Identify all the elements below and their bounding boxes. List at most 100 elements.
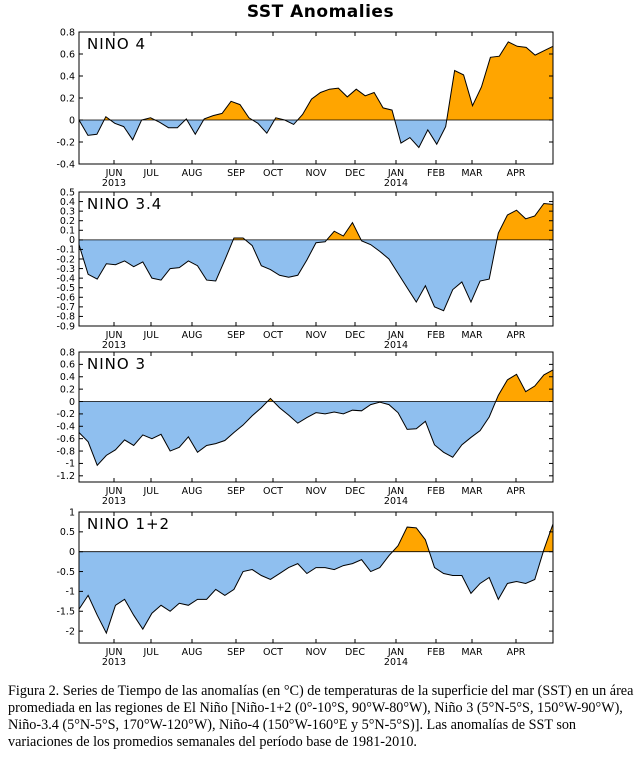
x-tick-label: MAR [461, 647, 483, 658]
y-tick-label: -2 [66, 626, 75, 637]
year-label: 2014 [384, 340, 408, 351]
x-tick-label: NOV [306, 168, 327, 179]
x-tick-label: JUL [142, 486, 159, 497]
y-tick-label: 0.4 [60, 71, 75, 82]
figure-caption: Figura 2. Series de Tiempo de las anomal… [8, 683, 634, 750]
panel-nino-1-2: -2 -1.5 -1 -0.5 0 0.5 1 JUN JUL AUG SEP OCT NOV DEC JA… [56, 507, 554, 668]
x-tick-label: APR [507, 647, 526, 658]
y-tick-label: 1 [69, 507, 75, 518]
x-tick-label: APR [507, 168, 526, 179]
year-label: 2013 [102, 178, 126, 189]
x-tick-label: JAN [387, 168, 404, 179]
y-tick-label: 0.2 [60, 384, 75, 395]
year-label: 2014 [384, 178, 408, 189]
y-tick-label: 0.5 [60, 187, 75, 198]
positive-anomaly-fill [392, 523, 553, 552]
x-tick-label: NOV [306, 330, 327, 341]
x-tick-label: JUN [105, 330, 123, 341]
y-tick-label: 0 [69, 397, 75, 408]
x-tick-label: DEC [345, 330, 365, 341]
negative-anomaly-fill [79, 120, 553, 148]
y-tick-label: -0.1 [56, 245, 75, 256]
y-tick-label: 0.8 [60, 27, 75, 38]
x-tick-label: OCT [263, 647, 283, 658]
year-label: 2013 [102, 657, 126, 668]
x-tick-label: AUG [182, 486, 203, 497]
year-label: 2013 [102, 496, 126, 507]
x-tick-label: MAR [461, 330, 483, 341]
y-tick-label: 0.3 [60, 206, 75, 217]
panel-nino-4: -0.4 -0.2 0 0.2 0.4 0.6 0.8 JUN JUL AUG SEP OCT NOV D… [56, 27, 554, 189]
panel-label: NINO 4 [87, 35, 146, 53]
panel-nino-3: -1.2-1 -0.8-0.6-0.4 -0.20 0.20.40.6 0.8 JUN JU… [56, 347, 554, 507]
x-tick-label: SEP [227, 330, 245, 341]
x-tick-label: SEP [227, 647, 245, 658]
x-tick-label: JAN [387, 647, 404, 658]
x-tick-label: FEB [427, 486, 445, 497]
year-label: 2013 [102, 340, 126, 351]
y-tick-label: -1 [66, 587, 75, 598]
x-tick-label: FEB [427, 168, 445, 179]
x-tick-label: NOV [306, 486, 327, 497]
x-tick-label: OCT [263, 330, 283, 341]
anomaly-area [79, 41, 553, 149]
y-tick-label: -0.7 [56, 302, 75, 313]
x-tick-label: APR [507, 330, 526, 341]
x-tick-label: JAN [387, 486, 404, 497]
x-tick-label: APR [507, 486, 526, 497]
panel-nino-3-4: -0.9-0.8-0.7-0.6-0.5-0.4-0.3-0.2-0.100.1… [56, 187, 554, 351]
x-tick-label: FEB [427, 330, 445, 341]
x-tick-label: MAR [461, 486, 483, 497]
x-tick-label: DEC [345, 168, 365, 179]
x-tick-label: NOV [306, 647, 327, 658]
y-tick-label: -1.2 [56, 471, 75, 482]
x-tick-label: JAN [387, 330, 404, 341]
x-tick-label: OCT [263, 168, 283, 179]
x-tick-label: JUL [142, 330, 159, 341]
y-tick-label: -0.2 [56, 409, 75, 420]
y-tick-label: -0.4 [56, 422, 75, 433]
y-tick-label: 0.1 [60, 226, 75, 237]
y-tick-label: -0.6 [56, 434, 75, 445]
y-tick-label: -0.8 [56, 446, 75, 457]
y-tick-label: -0.4 [56, 273, 75, 284]
y-tick-label: -0.2 [56, 137, 75, 148]
panel-label: NINO 1+2 [87, 515, 170, 533]
year-label: 2014 [384, 657, 408, 668]
y-tick-label: 0.8 [60, 347, 75, 358]
x-tick-label: MAR [461, 168, 483, 179]
anomaly-area [79, 202, 553, 312]
y-tick-label: -1.5 [56, 607, 75, 618]
panel-label: NINO 3 [87, 355, 146, 373]
anomaly-series-line [79, 41, 553, 149]
y-tick-label: 0 [69, 235, 75, 246]
anomaly-series-line [79, 523, 553, 635]
year-label: 2014 [384, 496, 408, 507]
y-tick-label: 0.2 [60, 93, 75, 104]
y-tick-label: 0.6 [60, 360, 75, 371]
x-tick-label: JUL [142, 647, 159, 658]
x-tick-label: OCT [263, 486, 283, 497]
anomaly-area [79, 523, 553, 635]
y-tick-label: 0.6 [60, 49, 75, 60]
x-tick-label: FEB [427, 647, 445, 658]
y-tick-label: 0.5 [60, 527, 75, 538]
x-tick-label: SEP [227, 486, 245, 497]
y-tick-label: 0.2 [60, 216, 75, 227]
y-tick-label: -0.5 [56, 283, 75, 294]
x-tick-label: DEC [345, 647, 365, 658]
positive-anomaly-fill [79, 369, 553, 402]
x-tick-label: AUG [182, 647, 203, 658]
negative-anomaly-fill [79, 401, 496, 466]
y-tick-label: 0 [69, 115, 75, 126]
negative-anomaly-fill [79, 239, 553, 311]
y-tick-label: -0.5 [56, 567, 75, 578]
anomaly-series-line [79, 369, 553, 467]
y-tick-label: 0 [69, 547, 75, 558]
y-tick-label: -1 [66, 459, 75, 470]
x-tick-label: JUN [105, 647, 123, 658]
y-tick-label: -0.6 [56, 293, 75, 304]
y-tick-label: -0.2 [56, 254, 75, 265]
panel-label: NINO 3.4 [87, 195, 162, 213]
